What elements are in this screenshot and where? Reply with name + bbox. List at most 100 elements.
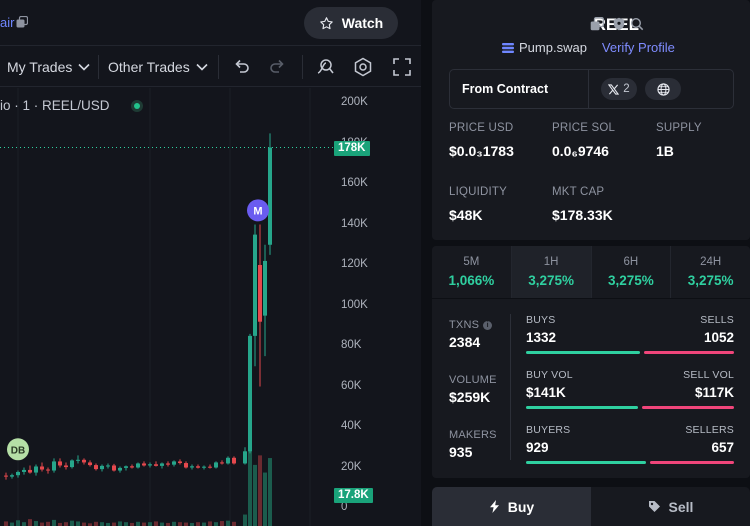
candle-body bbox=[82, 459, 86, 463]
chart-canvas: M DB bbox=[0, 88, 334, 526]
trade-tabs: Buy Sell bbox=[432, 487, 750, 526]
stat-market-cap: MKT CAP $178.33K bbox=[552, 186, 613, 223]
copy-icon[interactable] bbox=[590, 17, 604, 31]
candle-body bbox=[214, 462, 218, 468]
candle-body bbox=[253, 234, 257, 336]
period-tab-24h[interactable]: 24H 3,275% bbox=[671, 246, 750, 298]
token-info-panel: REEL Pump.swap Verify Profile From Contr… bbox=[432, 0, 750, 240]
sell-vol-label: SELL VOL bbox=[683, 369, 734, 381]
watch-button[interactable]: Watch bbox=[304, 7, 398, 39]
volume-bar bbox=[124, 522, 128, 526]
marker-db bbox=[7, 438, 29, 461]
volume-bar bbox=[88, 523, 92, 526]
info-icon[interactable]: i bbox=[483, 321, 493, 330]
stat-value: 1B bbox=[656, 143, 674, 159]
lightning-icon bbox=[489, 500, 499, 513]
volume-bar bbox=[220, 521, 224, 526]
candle-body bbox=[160, 463, 164, 466]
candle-body bbox=[184, 463, 188, 468]
candle-body bbox=[88, 462, 92, 466]
period-tab-5m[interactable]: 5M 1,066% bbox=[432, 246, 512, 298]
txns-value: 2384 bbox=[449, 334, 481, 350]
pair-link[interactable]: air bbox=[0, 15, 15, 30]
marker-m-label: M bbox=[253, 205, 262, 217]
my-trades-dropdown[interactable]: My Trades bbox=[7, 59, 90, 75]
sellers-label: SELLERS bbox=[685, 424, 734, 436]
undo-icon[interactable] bbox=[231, 57, 251, 77]
redo-icon[interactable] bbox=[268, 57, 288, 77]
volume-bar bbox=[268, 458, 272, 526]
candle-body bbox=[52, 461, 56, 471]
volume-bar bbox=[100, 522, 104, 526]
volume-bar bbox=[118, 521, 122, 526]
sell-tab[interactable]: Sell bbox=[591, 487, 750, 526]
y-tick-label: 100K bbox=[341, 298, 368, 311]
candle-body bbox=[58, 461, 62, 466]
my-trades-label: My Trades bbox=[7, 59, 73, 75]
volume-label: VOLUME bbox=[449, 374, 497, 386]
candle-body bbox=[172, 461, 176, 465]
buy-ratio-bar bbox=[526, 351, 641, 354]
period-tabs: 5M 1,066% 1H 3,275% 6H 3,275% 24H 3,275% bbox=[432, 246, 750, 298]
volume-bar bbox=[64, 522, 68, 526]
volume-bar bbox=[106, 522, 110, 526]
period-label: 6H bbox=[623, 256, 639, 268]
stat-label: SUPPLY bbox=[656, 122, 702, 134]
y-tick-label: 160K bbox=[341, 177, 368, 189]
search-icon[interactable] bbox=[630, 17, 644, 31]
stat-label: LIQUIDITY bbox=[449, 186, 508, 198]
candle-body bbox=[4, 475, 8, 477]
copy-icon[interactable] bbox=[16, 16, 28, 28]
period-tab-1h[interactable]: 1H 3,275% bbox=[511, 246, 592, 298]
candle-body bbox=[118, 467, 122, 471]
dex-name[interactable]: Pump.swap bbox=[519, 40, 587, 55]
marker-db-label: DB bbox=[11, 445, 25, 456]
candle-body bbox=[268, 147, 272, 245]
buy-vol-label: BUY VOL bbox=[526, 369, 573, 381]
shield-icon[interactable] bbox=[612, 17, 626, 31]
fullscreen-icon[interactable] bbox=[392, 57, 412, 77]
contract-label[interactable]: From Contract bbox=[462, 82, 549, 96]
volume-bar bbox=[142, 522, 146, 526]
makers-value: 935 bbox=[449, 444, 473, 460]
ratio-bar bbox=[526, 406, 734, 409]
volume-bar bbox=[82, 522, 86, 526]
candle-body bbox=[258, 265, 262, 322]
stat-label: PRICE USD bbox=[449, 122, 514, 134]
sells-label: SELLS bbox=[700, 314, 734, 326]
candle-body bbox=[232, 457, 236, 464]
period-tab-6h[interactable]: 6H 3,275% bbox=[592, 246, 672, 298]
verify-profile-link[interactable]: Verify Profile bbox=[601, 40, 675, 55]
chart-title: io · 1 · REEL/USD bbox=[0, 98, 110, 113]
dex-row: Pump.swap Verify Profile bbox=[502, 40, 675, 55]
buy-vol-value: $141K bbox=[526, 385, 566, 400]
stat-label: MKT CAP bbox=[552, 186, 605, 198]
x-social-button[interactable]: 2 bbox=[601, 78, 637, 100]
stat-liquidity: LIQUIDITY $48K bbox=[449, 186, 507, 223]
candle-body bbox=[10, 475, 14, 477]
indicator-icon[interactable] bbox=[315, 57, 335, 77]
last-price-tag: 178K bbox=[334, 140, 370, 156]
buy-tab[interactable]: Buy bbox=[432, 487, 591, 526]
volume-bar bbox=[184, 522, 188, 526]
other-trades-label: Other Trades bbox=[108, 59, 190, 75]
candle-body bbox=[16, 471, 20, 476]
settings-icon[interactable] bbox=[353, 57, 373, 77]
candle-body bbox=[243, 451, 247, 464]
other-trades-dropdown[interactable]: Other Trades bbox=[108, 59, 208, 75]
candle-body bbox=[76, 459, 80, 461]
volume-bar bbox=[148, 522, 152, 526]
y-tick-label: 140K bbox=[341, 217, 368, 230]
y-tick-label: 0 bbox=[341, 501, 348, 513]
sell-label: Sell bbox=[668, 498, 694, 515]
volume-bar bbox=[258, 455, 262, 526]
txn-divider bbox=[510, 314, 511, 460]
stat-value: 0.0₆9746 bbox=[552, 143, 609, 159]
price-chart[interactable]: MDB io · 1 · REEL/USD 200K180K160K140K12… bbox=[0, 88, 421, 526]
y-tick-label: 200K bbox=[341, 96, 368, 108]
candle-body bbox=[248, 335, 252, 452]
website-button[interactable] bbox=[645, 78, 681, 100]
volume-bar bbox=[130, 522, 134, 526]
transactions-panel: TXNS i 2384 VOLUME $259K MAKERS 935 BUYS … bbox=[432, 299, 750, 478]
stat-price-usd: PRICE USD $0.0₃1783 bbox=[449, 122, 514, 159]
